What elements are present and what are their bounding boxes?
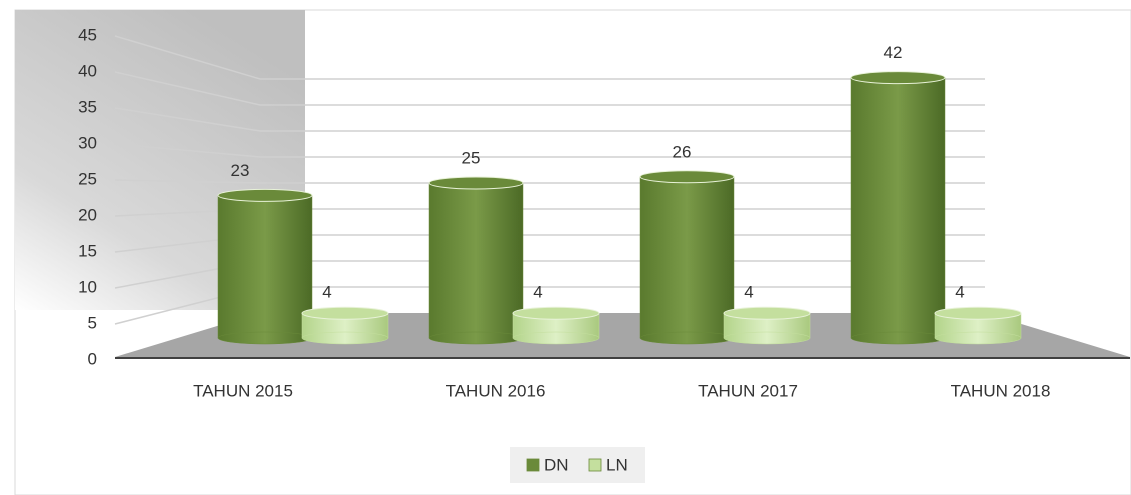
- data-label: 23: [231, 161, 250, 180]
- y-tick-label: 30: [78, 133, 97, 152]
- bar-bottom: [301, 331, 389, 345]
- data-label: 4: [955, 283, 964, 302]
- grid-line: [114, 107, 985, 132]
- x-tick-label: TAHUN 2017: [698, 381, 798, 400]
- bar-top: [512, 306, 600, 320]
- bar-bottom: [512, 331, 600, 345]
- grid-line: [114, 35, 985, 80]
- data-label: 42: [884, 43, 903, 62]
- bar-bottom: [723, 331, 811, 345]
- bar-top: [723, 306, 811, 320]
- data-label: 4: [744, 283, 753, 302]
- bar-top: [934, 306, 1022, 320]
- bar-top: [428, 176, 524, 190]
- data-label: 25: [462, 148, 481, 167]
- grid-line: [114, 179, 985, 184]
- legend-label: DN: [544, 455, 569, 474]
- x-tick-label: TAHUN 2018: [951, 381, 1051, 400]
- legend-label: LN: [606, 455, 628, 474]
- bar-top: [217, 188, 313, 202]
- grid-line: [114, 71, 985, 106]
- data-label: 4: [322, 283, 331, 302]
- y-tick-label: 5: [88, 313, 97, 332]
- bar-top: [301, 306, 389, 320]
- bar-body: [639, 176, 735, 339]
- x-tick-label: TAHUN 2015: [193, 381, 293, 400]
- bar-top: [639, 170, 735, 184]
- y-tick-label: 15: [78, 241, 97, 260]
- legend-swatch: [588, 458, 602, 472]
- y-tick-label: 0: [88, 349, 97, 368]
- bar-bottom: [428, 331, 524, 345]
- data-label: 26: [673, 142, 692, 161]
- data-label: 4: [533, 283, 542, 302]
- y-tick-label: 25: [78, 169, 97, 188]
- bar-body: [850, 77, 946, 339]
- y-tick-label: 20: [78, 205, 97, 224]
- bar-top: [850, 71, 946, 85]
- bar-body: [428, 182, 524, 339]
- y-tick-label: 40: [78, 61, 97, 80]
- grid-line: [114, 143, 985, 158]
- bar-bottom: [934, 331, 1022, 345]
- bar-bottom: [639, 331, 735, 345]
- bar-body: [217, 195, 313, 339]
- legend-swatch: [526, 458, 540, 472]
- y-tick-label: 35: [78, 97, 97, 116]
- bar-bottom: [850, 331, 946, 345]
- x-tick-label: TAHUN 2016: [446, 381, 546, 400]
- y-tick-label: 10: [78, 277, 97, 296]
- y-tick-label: 45: [78, 25, 97, 44]
- bar-bottom: [217, 331, 313, 345]
